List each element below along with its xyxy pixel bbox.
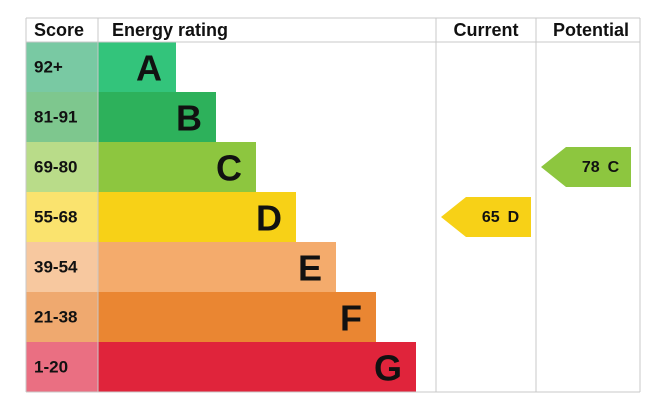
rating-bar	[98, 142, 256, 192]
rating-bar	[98, 292, 376, 342]
column-header: Score	[34, 20, 84, 40]
score-label: 81-91	[34, 108, 77, 127]
potential-rating: C	[608, 159, 620, 176]
rating-letter: A	[136, 48, 162, 89]
potential-value: 78	[582, 159, 600, 176]
score-label: 55-68	[34, 208, 77, 227]
score-cell	[26, 292, 98, 342]
score-cell	[26, 92, 98, 142]
column-header: Current	[453, 20, 518, 40]
rating-bar	[98, 192, 296, 242]
score-cell	[26, 142, 98, 192]
score-label: 1-20	[34, 358, 68, 377]
rating-letter: C	[216, 148, 242, 189]
current-value: 65	[482, 209, 500, 226]
rating-letter: G	[374, 348, 402, 389]
rating-letter: B	[176, 98, 202, 139]
potential-label: 78 C	[582, 159, 620, 176]
score-cell	[26, 192, 98, 242]
score-cell	[26, 242, 98, 292]
rating-bar	[98, 42, 176, 92]
score-cell	[26, 42, 98, 92]
column-header: Energy rating	[112, 20, 228, 40]
rating-letter: F	[340, 298, 362, 339]
rating-bar	[98, 242, 336, 292]
score-label: 92+	[34, 58, 63, 77]
column-header: Potential	[553, 20, 629, 40]
score-label: 21-38	[34, 308, 77, 327]
rating-letter: E	[298, 248, 322, 289]
current-label: 65 D	[482, 209, 519, 226]
current-rating: D	[508, 209, 520, 226]
score-label: 39-54	[34, 258, 78, 277]
current-arrow	[441, 197, 531, 237]
rating-bar	[98, 92, 216, 142]
potential-arrow	[541, 147, 631, 187]
score-cell	[26, 342, 98, 392]
score-label: 69-80	[34, 158, 77, 177]
rating-letter: D	[256, 198, 282, 239]
rating-bar	[98, 342, 416, 392]
